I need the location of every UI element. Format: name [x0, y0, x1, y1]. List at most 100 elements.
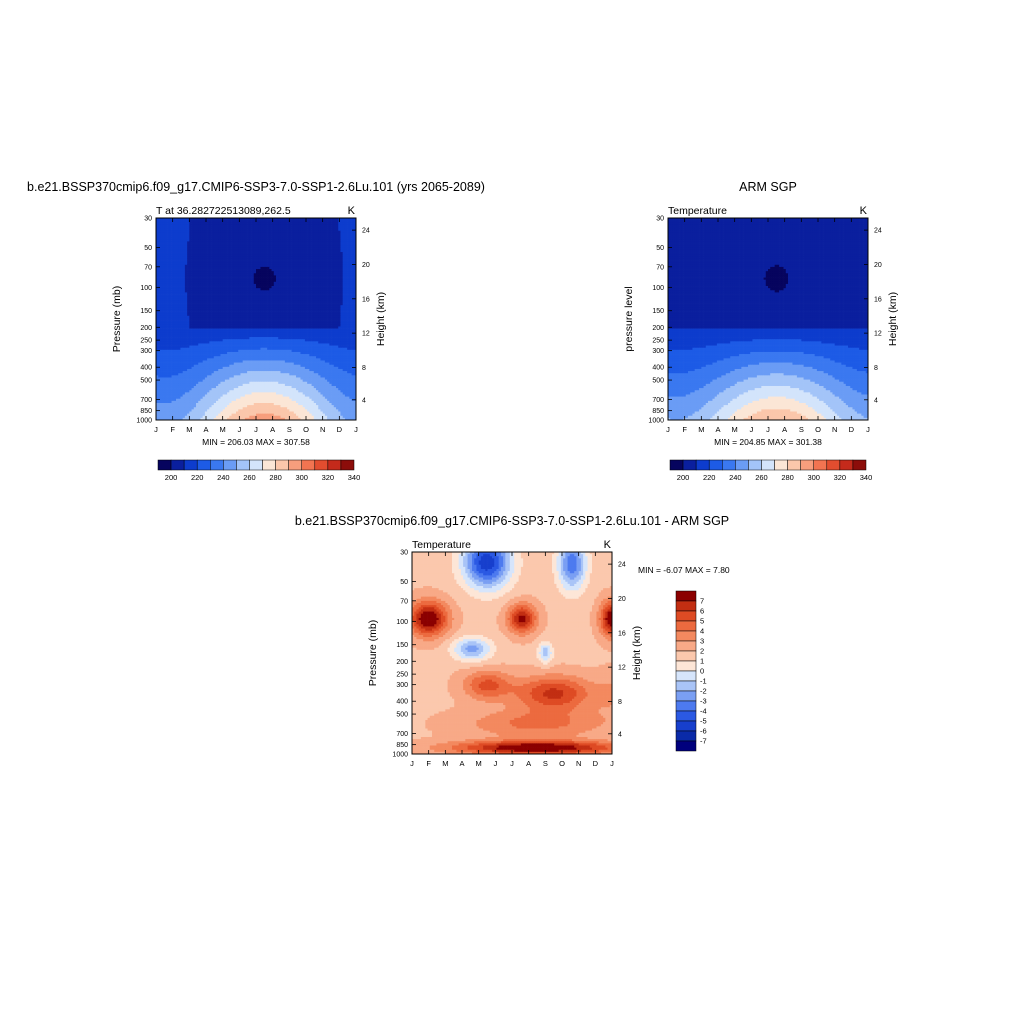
colorbar-tick-label: 260	[755, 473, 768, 482]
colorbar-swatch	[675, 670, 697, 682]
month-tick-label: J	[766, 425, 770, 434]
colorbar-swatch	[826, 459, 841, 471]
height-tick-label: 8	[362, 365, 366, 372]
pressure-tick-label: 300	[140, 348, 152, 355]
colorbar-swatch	[675, 680, 697, 692]
height-axis-label: Height (km)	[375, 292, 387, 346]
height-tick-label: 16	[874, 296, 882, 303]
pressure-tick-label: 400	[396, 699, 408, 706]
colorbar-swatch	[787, 459, 801, 471]
colorbar-tick-label: -2	[700, 687, 707, 696]
month-tick-label: N	[320, 425, 325, 434]
colorbar-swatch	[223, 459, 237, 471]
height-tick-label: 24	[618, 562, 626, 569]
month-tick-label: A	[459, 759, 464, 768]
y-axis-label: Pressure (mb)	[367, 620, 379, 687]
pressure-tick-label: 100	[140, 285, 152, 292]
height-tick-label: 20	[618, 596, 626, 603]
height-tick-label: 8	[874, 365, 878, 372]
month-tick-label: D	[337, 425, 343, 434]
height-axis-label: Height (km)	[887, 292, 899, 346]
colorbar-tick-label: 320	[834, 473, 847, 482]
colorbar-swatch	[675, 740, 697, 752]
month-tick-label: A	[270, 425, 275, 434]
colorbar-swatch	[748, 459, 762, 471]
month-tick-label: S	[287, 425, 292, 434]
pressure-tick-label: 500	[396, 712, 408, 719]
colorbar-swatch	[722, 459, 736, 471]
month-tick-label: O	[559, 759, 565, 768]
units-label: K	[604, 539, 612, 551]
colorbar-tick-label: 280	[781, 473, 794, 482]
colorbar-tick-label: -5	[700, 717, 707, 726]
colorbar-swatch	[800, 459, 814, 471]
colorbar-swatch	[249, 459, 263, 471]
pressure-tick-label: 250	[396, 672, 408, 679]
colorbar-swatch	[183, 459, 198, 471]
colorbar-swatch	[675, 640, 697, 652]
colorbar-swatch	[813, 459, 828, 471]
month-tick-label: M	[442, 759, 448, 768]
pressure-tick-label: 400	[652, 365, 664, 372]
month-tick-label: M	[476, 759, 482, 768]
colorbar-swatch	[262, 459, 276, 471]
month-tick-label: D	[849, 425, 855, 434]
colorbar-swatch	[839, 459, 854, 471]
pressure-tick-label: 200	[140, 325, 152, 332]
height-tick-label: 4	[618, 731, 622, 738]
colorbar-tick-label: 300	[295, 473, 308, 482]
pressure-tick-label: 150	[140, 308, 152, 315]
colorbar-swatch	[340, 459, 355, 471]
colorbar-tick-label: 220	[703, 473, 716, 482]
colorbar-swatch	[327, 459, 342, 471]
colorbar-swatch	[210, 459, 224, 471]
month-tick-label: N	[832, 425, 837, 434]
obs-panel-title: ARM SGP	[739, 180, 797, 194]
difference-temperature-contour-plot: J F M A M J J A S O N D J305070100150200250300400500…	[367, 539, 730, 768]
pressure-tick-label: 70	[144, 264, 152, 271]
colorbar-tick-label: 200	[677, 473, 690, 482]
colorbar-swatch	[695, 459, 710, 471]
height-tick-label: 8	[618, 699, 622, 706]
month-tick-label: N	[576, 759, 581, 768]
obs-temperature-contour-plot: J F M A M J J A S O N D J 30 50 70 100 150 200 250 300 400 500…	[623, 205, 899, 447]
colorbar-swatch	[675, 690, 697, 702]
pressure-tick-label: 1000	[392, 752, 408, 759]
month-tick-label: F	[426, 759, 431, 768]
colorbar-swatch	[236, 459, 250, 471]
colorbar-swatch	[675, 630, 697, 642]
colorbar-swatch	[675, 650, 697, 662]
pressure-tick-label: 30	[400, 550, 408, 557]
colorbar-tick-label: 5	[700, 617, 704, 626]
colorbar-swatch	[675, 610, 697, 622]
min-max-label: MIN = 204.85 MAX = 301.38	[714, 437, 822, 447]
variable-label: Temperature	[668, 205, 727, 217]
month-tick-label: A	[782, 425, 787, 434]
month-tick-label: J	[354, 425, 358, 434]
pressure-tick-label: 500	[140, 378, 152, 385]
colorbar-tick-label: 240	[217, 473, 230, 482]
pressure-tick-label: 30	[656, 216, 664, 223]
colorbar-swatch	[314, 459, 329, 471]
month-tick-label: M	[186, 425, 192, 434]
contour-field	[668, 218, 869, 421]
colorbar-swatch	[675, 660, 697, 672]
height-tick-label: 24	[874, 228, 882, 235]
units-label: K	[860, 205, 868, 217]
month-tick-label: J	[610, 759, 614, 768]
month-tick-label: J	[154, 425, 158, 434]
month-tick-label: M	[698, 425, 704, 434]
units-label: K	[348, 205, 356, 217]
month-tick-label: D	[593, 759, 599, 768]
pressure-tick-label: 150	[652, 308, 664, 315]
colorbar-tick-label: 3	[700, 637, 704, 646]
month-tick-label: O	[303, 425, 309, 434]
month-tick-label: J	[749, 425, 753, 434]
colorbar-swatch	[682, 459, 697, 471]
obs-colorbar: 200 220 240 260 280 300 320 340	[669, 459, 872, 482]
model-colorbar: 200 220 240 260 280 300 320 340	[157, 459, 360, 482]
pressure-tick-label: 50	[400, 579, 408, 586]
month-tick-label: A	[715, 425, 720, 434]
